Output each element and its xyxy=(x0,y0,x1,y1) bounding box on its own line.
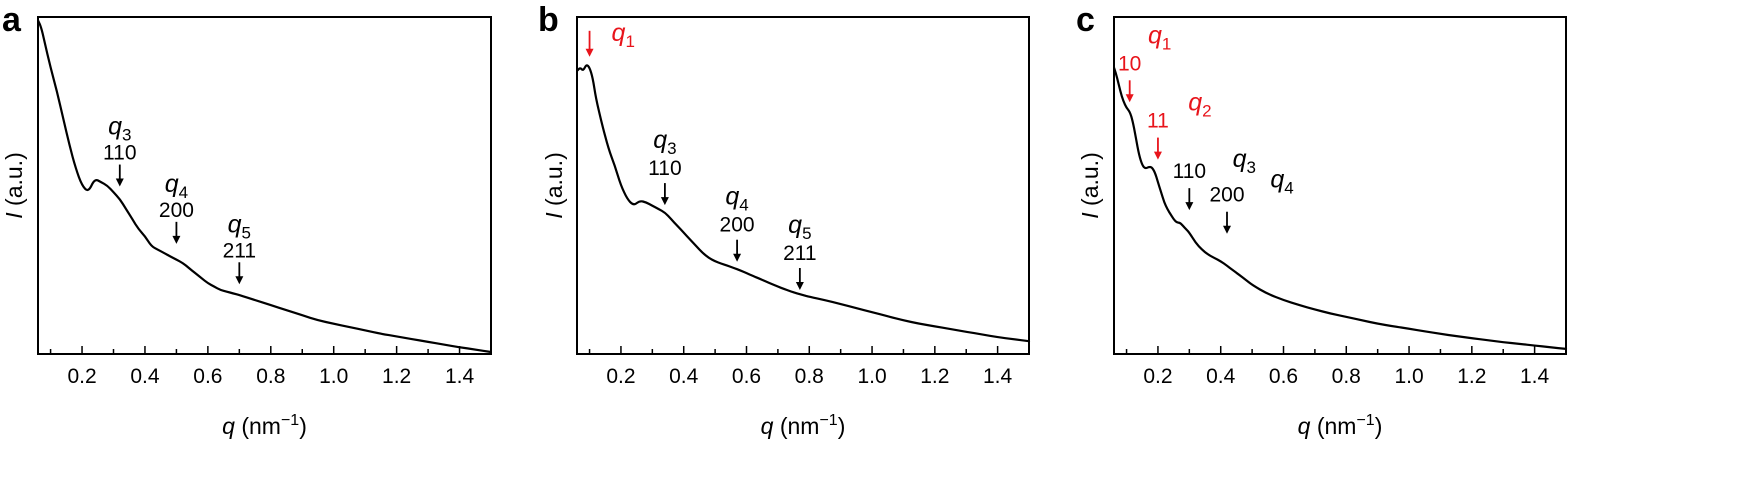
x-tick-label: 1.4 xyxy=(983,365,1013,388)
peak-q-label: q1 xyxy=(1148,21,1171,53)
peak-annotation: q1 xyxy=(585,19,635,57)
x-tick-label: 1.4 xyxy=(1520,365,1550,388)
miller-index-label: 211 xyxy=(783,242,816,265)
y-axis-label: I (a.u.) xyxy=(1077,152,1103,218)
peak-q-label: q3 xyxy=(653,126,676,158)
peak-q-label: q3 xyxy=(108,113,131,145)
miller-index-label: 211 xyxy=(223,239,256,262)
x-axis-label: q (nm−1) xyxy=(222,412,307,439)
scattering-curve xyxy=(1112,67,1568,350)
panel-letter: b xyxy=(538,1,559,39)
x-axis-label: q (nm−1) xyxy=(761,412,846,439)
peak-arrowhead xyxy=(1185,202,1194,211)
x-tick-label: 1.2 xyxy=(1457,365,1486,388)
miller-index-label: 200 xyxy=(720,214,755,237)
peak-q-label: q5 xyxy=(228,210,251,242)
x-tick-label: 1.2 xyxy=(382,365,411,388)
x-tick-label: 0.6 xyxy=(732,365,761,388)
miller-index-label: 200 xyxy=(159,199,194,222)
peak-annotation: 10 q1 xyxy=(1118,21,1171,103)
peak-q-label: q4 xyxy=(1270,166,1293,198)
peak-annotation: 11 q2 xyxy=(1147,89,1212,160)
x-tick-label: 0.2 xyxy=(67,365,96,388)
x-tick-label: 1.2 xyxy=(920,365,949,388)
y-axis-label: I (a.u.) xyxy=(1,152,27,218)
peak-q-label: q4 xyxy=(725,183,748,215)
peak-q-label: q3 xyxy=(1233,145,1256,177)
x-axis-label: q (nm−1) xyxy=(1298,412,1383,439)
miller-index-label: 110 xyxy=(103,142,136,165)
peak-arrowhead xyxy=(660,197,669,206)
peak-q-label: q5 xyxy=(788,211,811,243)
panel-letter: a xyxy=(2,1,22,39)
peak-annotation: 110 q3 xyxy=(1173,145,1256,211)
panel-b: b 0.2 0.4 0.6 0.8 1.0 1.2 1.4 q (nm−1) I (a.u.) q1… xyxy=(538,1,1031,439)
plot-frame xyxy=(576,16,1030,355)
y-axis-label: I (a.u.) xyxy=(541,152,567,218)
x-tick-label: 0.6 xyxy=(193,365,222,388)
peak-arrowhead xyxy=(1125,94,1134,103)
peak-q-label: q2 xyxy=(1188,89,1211,121)
peak-q-label: q1 xyxy=(612,19,635,51)
panel-a: a 0.2 0.4 0.6 0.8 1.0 1.2 1.4 q (nm−1) I (a.u.) 11… xyxy=(1,1,492,439)
peak-arrowhead xyxy=(1223,225,1231,234)
scattering-curve xyxy=(37,19,492,354)
miller-index-label: 11 xyxy=(1147,110,1169,133)
x-tick-label: 0.6 xyxy=(1269,365,1298,388)
miller-index-label: 200 xyxy=(1209,184,1244,207)
panel-c: c 0.2 0.4 0.6 0.8 1.0 1.2 1.4 q (nm−1) I (a.u.) 10… xyxy=(1076,1,1568,439)
peak-arrowhead xyxy=(172,235,181,244)
peak-q-label: q4 xyxy=(165,170,188,202)
x-tick-label: 0.8 xyxy=(256,365,285,388)
plot-frame xyxy=(37,16,492,355)
x-tick-label: 1.4 xyxy=(445,365,475,388)
miller-index-label: 110 xyxy=(1173,160,1206,183)
x-tick-label: 0.4 xyxy=(1206,365,1236,388)
x-tick-label: 0.8 xyxy=(795,365,824,388)
x-tick-label: 1.0 xyxy=(857,365,886,388)
x-tick-label: 1.0 xyxy=(1394,365,1423,388)
scattering-curve xyxy=(576,64,1031,343)
peak-annotation: 200 q4 xyxy=(1209,166,1294,234)
x-tick-label: 0.4 xyxy=(130,365,160,388)
peak-arrowhead xyxy=(795,282,804,291)
x-tick-label: 0.4 xyxy=(669,365,699,388)
x-tick-label: 0.2 xyxy=(1143,365,1172,388)
miller-index-label: 10 xyxy=(1118,52,1141,75)
panel-letter: c xyxy=(1076,1,1095,39)
peak-arrowhead xyxy=(585,48,594,57)
miller-index-label: 110 xyxy=(648,157,681,180)
plot-frame xyxy=(1113,16,1567,355)
x-tick-label: 0.8 xyxy=(1332,365,1361,388)
peak-arrowhead xyxy=(1153,151,1162,160)
peak-arrowhead xyxy=(733,253,742,262)
x-tick-label: 0.2 xyxy=(606,365,635,388)
peak-arrowhead xyxy=(235,276,244,285)
peak-arrowhead xyxy=(115,178,124,187)
x-tick-label: 1.0 xyxy=(319,365,348,388)
